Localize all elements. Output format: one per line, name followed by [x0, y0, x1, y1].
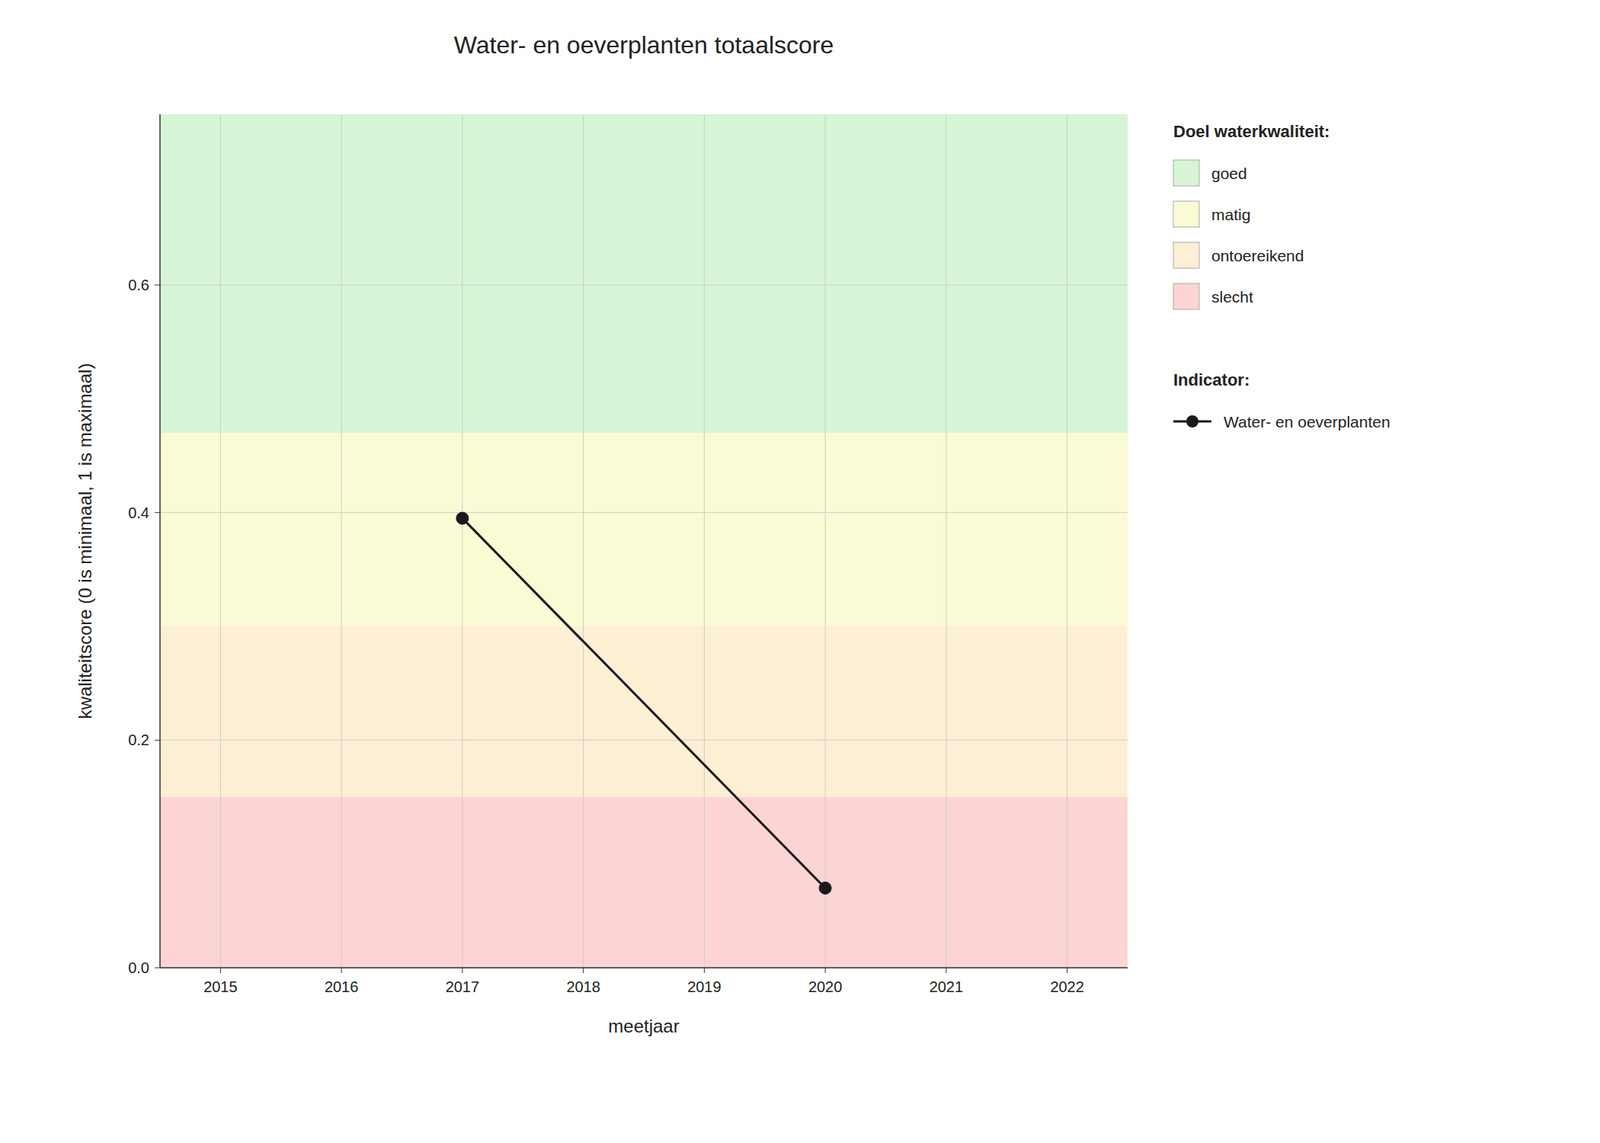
x-tick [945, 967, 947, 973]
point [456, 512, 469, 525]
legend-swatch [1173, 201, 1200, 228]
legend-swatch [1173, 160, 1200, 186]
grid-line-x [704, 114, 705, 968]
x-tick-label: 2022 [1049, 978, 1085, 996]
grid-line-y [160, 967, 1128, 969]
x-axis-line [160, 966, 1128, 969]
legend: Doel waterkwaliteit: goed matig ontoereiken… [1173, 121, 1391, 431]
grid-line-y [160, 284, 1128, 286]
page: {"chart_data": { "type": "line", "title"… [0, 0, 1600, 1143]
x-tick [825, 967, 826, 973]
band [160, 114, 1128, 433]
legend-title: Indicator: [1173, 370, 1250, 390]
legend-label: matig [1211, 205, 1251, 224]
x-tick-label: 2021 [929, 978, 964, 996]
chart: Water- en oeverplanten totaalscore201520… [0, 0, 1600, 1143]
grid-line-x [945, 114, 947, 968]
title: Water- en oeverplanten totaalscore [454, 31, 835, 59]
grid-line-x [1066, 114, 1068, 968]
data [456, 512, 832, 894]
y-tick-label: 0.0 [128, 959, 150, 976]
y-tick-label: 0.6 [128, 276, 150, 294]
legend-swatch [1173, 242, 1200, 269]
x-tick-label: 2015 [203, 978, 238, 996]
grid [160, 114, 1128, 968]
band [160, 796, 1128, 968]
x-tick [220, 967, 221, 973]
y-axis-line [159, 114, 161, 968]
grid-line-y [160, 739, 1128, 741]
x-tick [582, 967, 584, 973]
x-tick-label: 2020 [808, 978, 843, 996]
grid-line-y [160, 512, 1128, 513]
grid-line-x [582, 114, 584, 968]
axes: 2015 2016 2017 2018 2019 2020 2021 2022 0.0 0.2 0.… [74, 114, 1128, 1037]
x-axis-label: meetjaar [608, 1015, 679, 1037]
x-tick-label: 2018 [566, 978, 601, 996]
band [160, 432, 1128, 627]
grid-line-x [220, 114, 221, 968]
y-tick-label: 0.2 [128, 731, 150, 749]
legend-marker [1186, 415, 1199, 428]
grid-line-x [461, 114, 463, 968]
x-tick [461, 967, 463, 973]
legend-label: Water- en oeverplanten [1223, 412, 1391, 431]
x-tick-label: 2016 [324, 978, 359, 996]
y-axis-label: kwaliteitscore (0 is minimaal, 1 is maxi… [74, 363, 96, 720]
bands [160, 114, 1128, 968]
y-tick [154, 967, 160, 969]
y-tick [154, 512, 160, 513]
band [160, 626, 1128, 797]
y-tick-label: 0.4 [128, 504, 150, 522]
legend-title: Doel waterkwaliteit: [1173, 121, 1330, 141]
x-tick [1066, 967, 1068, 973]
y-tick [154, 284, 160, 286]
grid-line-x [341, 114, 343, 968]
grid-line-x [825, 114, 826, 968]
legend-label: ontoereikend [1211, 246, 1304, 265]
x-tick-label: 2019 [687, 978, 722, 996]
x-tick [341, 967, 343, 973]
point [819, 881, 832, 894]
y-tick [154, 739, 160, 741]
line [462, 518, 826, 888]
legend-label: goed [1211, 164, 1248, 183]
legend-swatch [1173, 283, 1200, 310]
x-tick [704, 967, 705, 973]
x-tick-label: 2017 [445, 978, 480, 996]
legend-label: slecht [1211, 288, 1254, 306]
